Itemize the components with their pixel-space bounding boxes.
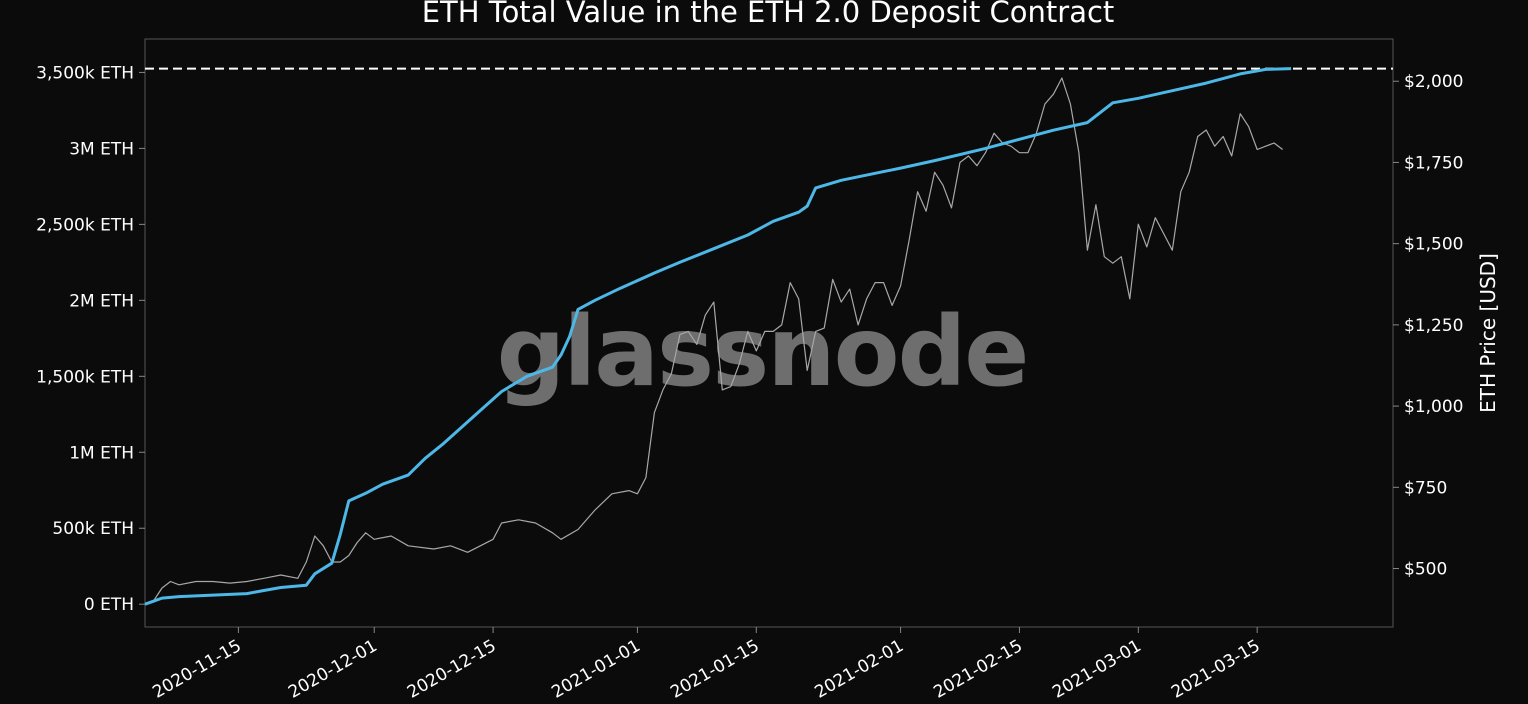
x-tick-label: 2021-01-01 <box>548 636 644 703</box>
plot-frame <box>144 38 1394 628</box>
watermark-text: glassnode <box>497 296 1028 408</box>
left-tick-label: 0 ETH <box>84 595 134 615</box>
x-tick-label: 2021-02-15 <box>930 636 1026 703</box>
right-tick-label: $1,750 <box>1404 153 1463 173</box>
right-axis-label: ETH Price [USD] <box>1476 253 1500 413</box>
x-tick-label: 2021-01-15 <box>667 636 763 703</box>
right-axis: $500 $750 $1,000 $1,250 $1,500 $1,750 $2,000 <box>1393 72 1463 580</box>
right-tick-label: $1,000 <box>1404 397 1463 417</box>
right-tick-label: $1,250 <box>1404 316 1463 336</box>
right-tick-label: $500 <box>1404 560 1447 580</box>
right-tick-label: $1,500 <box>1404 235 1463 255</box>
eth-price-line <box>144 77 1283 605</box>
left-tick-label: 1M ETH <box>69 443 134 463</box>
deposit-total-line <box>144 67 1292 606</box>
left-tick-label: 2M ETH <box>69 291 134 311</box>
x-axis: 2020-11-15 2020-12-01 2020-12-15 2021-01-01… <box>149 627 1264 703</box>
right-tick-label: $2,000 <box>1404 72 1463 92</box>
left-tick-label: 3,500k ETH <box>36 63 134 83</box>
right-tick-label: $750 <box>1404 478 1447 498</box>
x-tick-label: 2020-12-15 <box>404 636 500 703</box>
x-tick-label: 2021-03-15 <box>1168 636 1264 703</box>
chart-title: ETH Total Value in the ETH 2.0 Deposit C… <box>422 0 1115 29</box>
left-tick-label: 1,500k ETH <box>36 367 134 387</box>
left-tick-label: 3M ETH <box>69 139 134 159</box>
x-tick-label: 2021-03-01 <box>1049 636 1145 703</box>
x-tick-label: 2021-02-01 <box>812 636 908 703</box>
x-tick-label: 2020-12-01 <box>285 636 381 703</box>
left-axis: 0 ETH 500k ETH 1M ETH 1,500k ETH 2M ETH 2,500… <box>36 63 145 615</box>
left-tick-label: 500k ETH <box>52 519 134 539</box>
left-tick-label: 2,500k ETH <box>36 215 134 235</box>
series-layer <box>144 67 1393 606</box>
x-tick-label: 2020-11-15 <box>149 636 245 703</box>
